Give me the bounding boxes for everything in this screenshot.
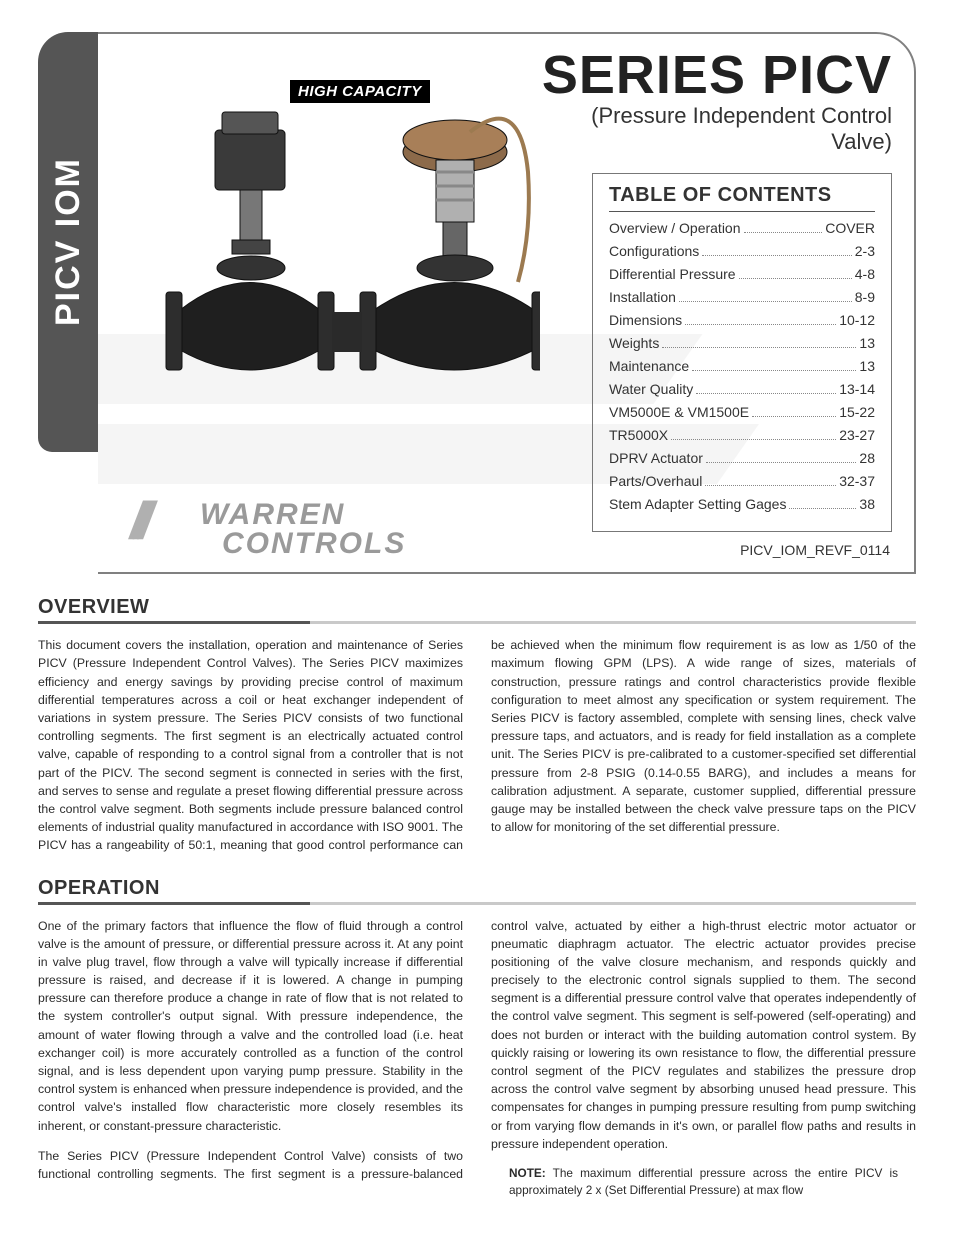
toc-page: 28: [859, 450, 875, 466]
toc-label: Configurations: [609, 243, 699, 259]
toc-label: Water Quality: [609, 381, 693, 397]
toc-dots: [679, 301, 852, 302]
toc-row: Installation 8-9: [609, 289, 875, 305]
toc-page: 8-9: [855, 289, 875, 305]
toc-dots: [696, 393, 836, 394]
note-body: The maximum differential pressure across…: [509, 1166, 898, 1197]
toc-row: Stem Adapter Setting Gages 38: [609, 496, 875, 512]
toc-dots: [671, 439, 836, 440]
toc-row: VM5000E & VM1500E 15-22: [609, 404, 875, 420]
logo-line2: CONTROLS: [222, 530, 406, 559]
toc-label: Dimensions: [609, 312, 682, 328]
toc-label: Maintenance: [609, 358, 689, 374]
side-tab: PICV IOM: [38, 32, 98, 452]
toc-row: DPRV Actuator 28: [609, 450, 875, 466]
toc-label: TR5000X: [609, 427, 668, 443]
toc-row: Dimensions 10-12: [609, 312, 875, 328]
side-tab-label: PICV IOM: [49, 157, 88, 326]
document-subtitle: (Pressure Independent Control Valve): [531, 103, 892, 155]
toc-heading: TABLE OF CONTENTS: [609, 184, 875, 212]
toc-label: Differential Pressure: [609, 266, 736, 282]
document-revision: PICV_IOM_REVF_0114: [531, 542, 892, 558]
toc-dots: [662, 347, 856, 348]
toc-label: Stem Adapter Setting Gages: [609, 496, 786, 512]
toc-page: 23-27: [839, 427, 875, 443]
toc-label: DPRV Actuator: [609, 450, 703, 466]
toc-row: Water Quality 13-14: [609, 381, 875, 397]
toc-page: 13: [859, 358, 875, 374]
note-label: NOTE:: [509, 1166, 546, 1180]
logo-line1: WARREN: [200, 501, 406, 530]
brand-logo: /// WARREN CONTROLS: [200, 501, 406, 558]
hero-column: HIGH CAPACITY: [120, 50, 511, 558]
toc-page: 13: [859, 335, 875, 351]
operation-body: One of the primary factors that influenc…: [38, 917, 916, 1200]
toc-row: Maintenance 13: [609, 358, 875, 374]
toc-page: COVER: [825, 220, 875, 236]
toc-dots: [789, 508, 856, 509]
operation-note: NOTE: The maximum differential pressure …: [491, 1165, 916, 1199]
toc-row: Weights 13: [609, 335, 875, 351]
toc-page: 10-12: [839, 312, 875, 328]
header-panel: PICV IOM HIGH CAPACITY: [98, 32, 916, 574]
toc-page: 2-3: [855, 243, 875, 259]
toc-row: Overview / Operation COVER: [609, 220, 875, 236]
toc-row: Configurations 2-3: [609, 243, 875, 259]
toc-label: Weights: [609, 335, 659, 351]
toc-dots: [739, 278, 852, 279]
toc-dots: [744, 232, 823, 233]
toc-dots: [692, 370, 856, 371]
document-title: SERIES PICV: [531, 50, 892, 101]
toc-label: Parts/Overhaul: [609, 473, 702, 489]
toc-page: 15-22: [839, 404, 875, 420]
table-of-contents: TABLE OF CONTENTS Overview / Operation CO…: [592, 173, 892, 532]
toc-page: 4-8: [855, 266, 875, 282]
valve-illustration: [160, 60, 540, 420]
toc-dots: [685, 324, 836, 325]
toc-dots: [705, 485, 836, 486]
toc-list: Overview / Operation COVER Configurations 2…: [609, 220, 875, 512]
overview-heading: OVERVIEW: [38, 596, 916, 619]
toc-page: 13-14: [839, 381, 875, 397]
toc-row: Differential Pressure 4-8: [609, 266, 875, 282]
toc-row: Parts/Overhaul 32-37: [609, 473, 875, 489]
toc-label: VM5000E & VM1500E: [609, 404, 749, 420]
toc-page: 32-37: [839, 473, 875, 489]
toc-dots: [752, 416, 836, 417]
overview-body: This document covers the installation, o…: [38, 636, 916, 854]
operation-p1: One of the primary factors that influenc…: [38, 917, 463, 1135]
toc-dots: [702, 255, 851, 256]
section-rule: [38, 621, 916, 624]
title-column: SERIES PICV (Pressure Independent Contro…: [531, 50, 892, 558]
section-rule: [38, 902, 916, 905]
logo-slash-icon: ///: [130, 497, 143, 546]
toc-label: Installation: [609, 289, 676, 305]
toc-label: Overview / Operation: [609, 220, 741, 236]
toc-dots: [706, 462, 857, 463]
overview-text: This document covers the installation, o…: [38, 636, 916, 854]
operation-heading: OPERATION: [38, 877, 916, 900]
toc-page: 38: [859, 496, 875, 512]
header-row: HIGH CAPACITY: [120, 50, 892, 558]
toc-row: TR5000X 23-27: [609, 427, 875, 443]
